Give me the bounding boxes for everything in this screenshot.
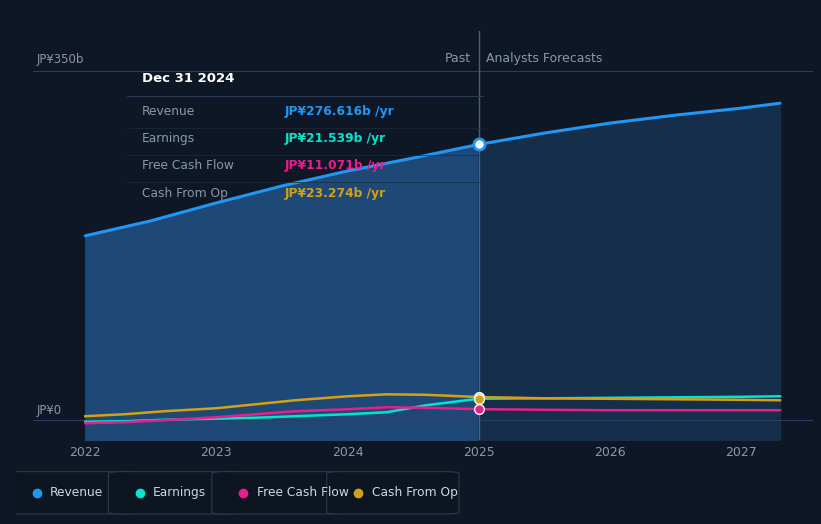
FancyBboxPatch shape — [327, 472, 459, 514]
Text: JP¥276.616b /yr: JP¥276.616b /yr — [284, 105, 394, 118]
FancyBboxPatch shape — [5, 472, 137, 514]
Text: Earnings: Earnings — [141, 133, 195, 145]
Text: JP¥0: JP¥0 — [37, 404, 62, 417]
Text: Dec 31 2024: Dec 31 2024 — [141, 72, 234, 84]
Text: JP¥11.071b /yr: JP¥11.071b /yr — [284, 159, 386, 172]
Text: Revenue: Revenue — [50, 486, 103, 499]
Text: JP¥23.274b /yr: JP¥23.274b /yr — [284, 187, 386, 200]
Text: Earnings: Earnings — [154, 486, 206, 499]
Text: Analysts Forecasts: Analysts Forecasts — [486, 51, 603, 64]
FancyBboxPatch shape — [212, 472, 344, 514]
Text: JP¥21.539b /yr: JP¥21.539b /yr — [284, 133, 386, 145]
Text: Free Cash Flow: Free Cash Flow — [141, 159, 233, 172]
Text: Free Cash Flow: Free Cash Flow — [257, 486, 349, 499]
Text: Past: Past — [444, 51, 470, 64]
Text: Revenue: Revenue — [141, 105, 195, 118]
Text: JP¥350b: JP¥350b — [37, 53, 84, 67]
Text: Cash From Op: Cash From Op — [141, 187, 227, 200]
Text: Cash From Op: Cash From Op — [372, 486, 457, 499]
FancyBboxPatch shape — [108, 472, 241, 514]
